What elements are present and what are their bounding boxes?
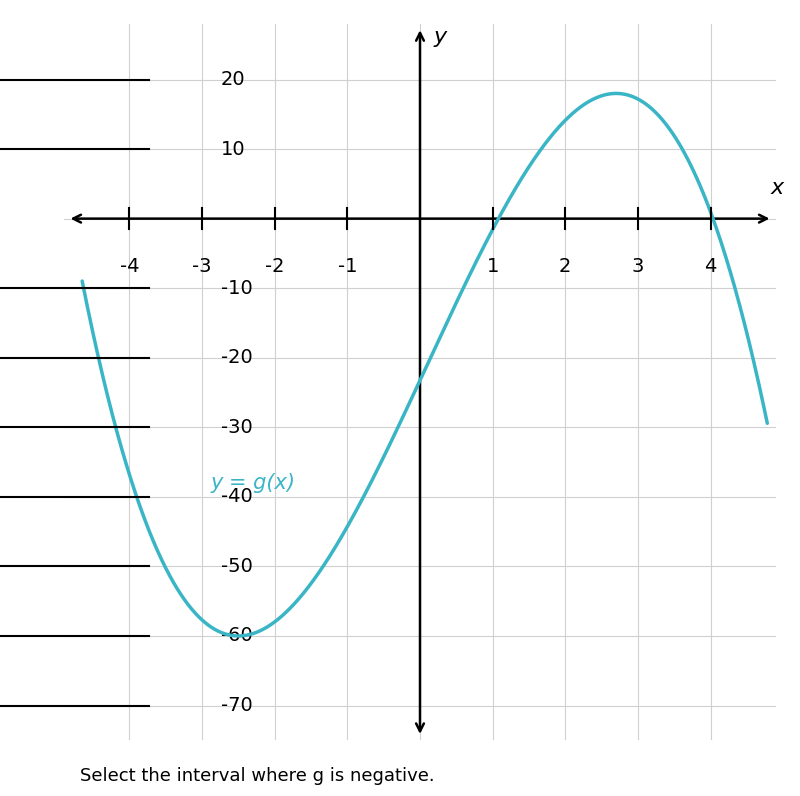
Text: x: x	[770, 178, 783, 197]
Text: Select the interval where g is negative.: Select the interval where g is negative.	[80, 767, 434, 785]
Text: 10: 10	[221, 139, 246, 158]
Text: -10: -10	[221, 279, 252, 298]
Text: -50: -50	[221, 557, 253, 576]
Text: y: y	[433, 27, 446, 47]
Text: y = g(x): y = g(x)	[210, 473, 295, 493]
Text: -4: -4	[120, 257, 139, 276]
Text: 4: 4	[705, 257, 717, 276]
Text: -2: -2	[265, 257, 285, 276]
Text: -3: -3	[192, 257, 212, 276]
Text: -40: -40	[221, 487, 252, 506]
Text: -70: -70	[221, 696, 252, 715]
Text: 20: 20	[221, 70, 246, 89]
Text: -60: -60	[221, 626, 252, 646]
Text: -30: -30	[221, 418, 252, 437]
Text: 3: 3	[632, 257, 644, 276]
Text: 1: 1	[486, 257, 499, 276]
Text: -20: -20	[221, 348, 252, 367]
Text: -1: -1	[338, 257, 357, 276]
Text: 2: 2	[559, 257, 571, 276]
